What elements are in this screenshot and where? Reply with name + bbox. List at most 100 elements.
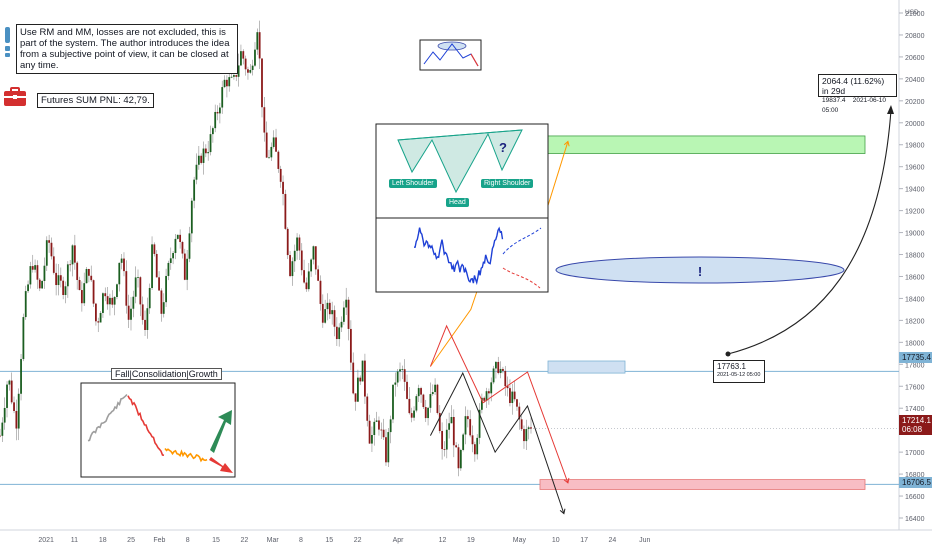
candle-body — [497, 361, 500, 374]
candle-body — [45, 240, 48, 266]
candle-body — [235, 75, 238, 77]
candle-body — [312, 246, 315, 260]
candle-body — [469, 419, 472, 436]
start-price: 17763.1 — [717, 362, 746, 371]
candle-body — [247, 69, 249, 73]
candle-body — [233, 75, 235, 77]
candle-body — [144, 319, 146, 330]
candle-body — [116, 284, 118, 297]
candle-body — [151, 244, 153, 289]
candle-body — [445, 429, 448, 450]
candle-body — [349, 328, 352, 363]
y-tick-label: 16800 — [905, 472, 925, 479]
schema-red-segment — [127, 395, 165, 456]
candle-body — [22, 317, 25, 360]
head-label: Head — [446, 198, 469, 207]
candle-body — [172, 252, 175, 259]
candle-body — [307, 271, 310, 290]
lower-level-badge: 16706.5 — [899, 477, 932, 488]
y-tick-label: 21000 — [905, 11, 925, 18]
candle-body — [366, 396, 369, 421]
time-axis[interactable]: 2021 11 18 25 Feb 8 15 22 Mar 8 15 22 Apr 12 19 May 10 17… — [38, 537, 650, 544]
candle-body — [415, 396, 418, 411]
candle-body — [429, 394, 432, 408]
candle-body — [464, 416, 467, 435]
briefcase-icon — [4, 87, 26, 106]
schema-orange-segment — [164, 448, 208, 463]
candle-body — [0, 435, 1, 437]
y-tick-label: 18400 — [905, 296, 925, 303]
pnl-label: Futures SUM PNL: 42,79. — [37, 93, 154, 108]
x-tick-label: Apr — [393, 537, 405, 544]
candle-body — [401, 369, 404, 370]
candle-body — [272, 137, 275, 147]
measure-callout: 2064.4 (11.62%) in 29d 19837.4 2021-06-1… — [818, 74, 897, 114]
candle-body — [443, 449, 446, 450]
candle-body — [319, 280, 322, 304]
candle-body — [193, 179, 196, 201]
candle-body — [102, 293, 104, 313]
candle-body — [382, 429, 385, 438]
candle-body — [123, 258, 125, 272]
price-axis[interactable]: USD1640016600168001700017200174001760017… — [899, 9, 925, 523]
x-tick-label: 15 — [325, 537, 333, 544]
schema-panel — [80, 382, 236, 478]
candle-body — [55, 272, 58, 286]
x-tick-label: 8 — [299, 537, 303, 544]
measure-change: 2064.4 (11.62%) in 29d — [822, 76, 885, 96]
candle-body — [277, 151, 280, 169]
candle-body — [459, 449, 462, 469]
candle-body — [380, 429, 383, 431]
x-tick-label: 22 — [240, 537, 248, 544]
x-tick-label: 22 — [354, 537, 362, 544]
left-shoulder-label: Left Shoulder — [389, 179, 437, 188]
candle-body — [237, 65, 240, 77]
hs-question-mark: ? — [499, 140, 507, 155]
candle-body — [125, 271, 128, 306]
candle-body — [73, 245, 76, 263]
candle-body — [441, 431, 444, 450]
candle-body — [95, 303, 97, 322]
candle-body — [504, 370, 507, 387]
candle-body — [113, 296, 116, 305]
x-tick-label: 24 — [609, 537, 617, 544]
candle-body — [186, 258, 189, 280]
candle-body — [24, 291, 27, 318]
candle-body — [338, 327, 341, 340]
candle-body — [413, 410, 415, 418]
mini-price-line — [414, 226, 504, 286]
candle-body — [155, 253, 158, 278]
candle-body — [230, 76, 233, 78]
candle-body — [226, 79, 228, 87]
candle-body — [270, 146, 273, 158]
candle-body — [41, 281, 44, 289]
candle-body — [50, 242, 53, 257]
candle-body — [286, 228, 289, 256]
candle-body — [375, 420, 378, 422]
candle-body — [394, 382, 397, 385]
candle-body — [406, 381, 408, 399]
candle-body — [476, 437, 479, 455]
candle-body — [59, 275, 62, 281]
candle-body — [148, 288, 151, 309]
x-tick-label: Feb — [153, 537, 165, 544]
x-tick-label: 11 — [71, 537, 78, 544]
candle-body — [331, 310, 334, 315]
candle-body — [516, 399, 518, 407]
candle-body — [85, 269, 88, 284]
candle-body — [265, 132, 268, 158]
candle-body — [261, 58, 263, 108]
candle-body — [417, 388, 420, 397]
candle-body — [118, 262, 121, 285]
candle-body — [296, 237, 298, 251]
x-tick-label: 10 — [552, 537, 560, 544]
candle-body — [450, 417, 453, 424]
candle-body — [352, 362, 355, 394]
candle-body — [298, 237, 301, 251]
candle-body — [214, 111, 217, 129]
candle-body — [216, 111, 219, 114]
candle-body — [48, 240, 51, 243]
y-tick-label: 18000 — [905, 340, 925, 347]
candle-body — [502, 368, 504, 371]
